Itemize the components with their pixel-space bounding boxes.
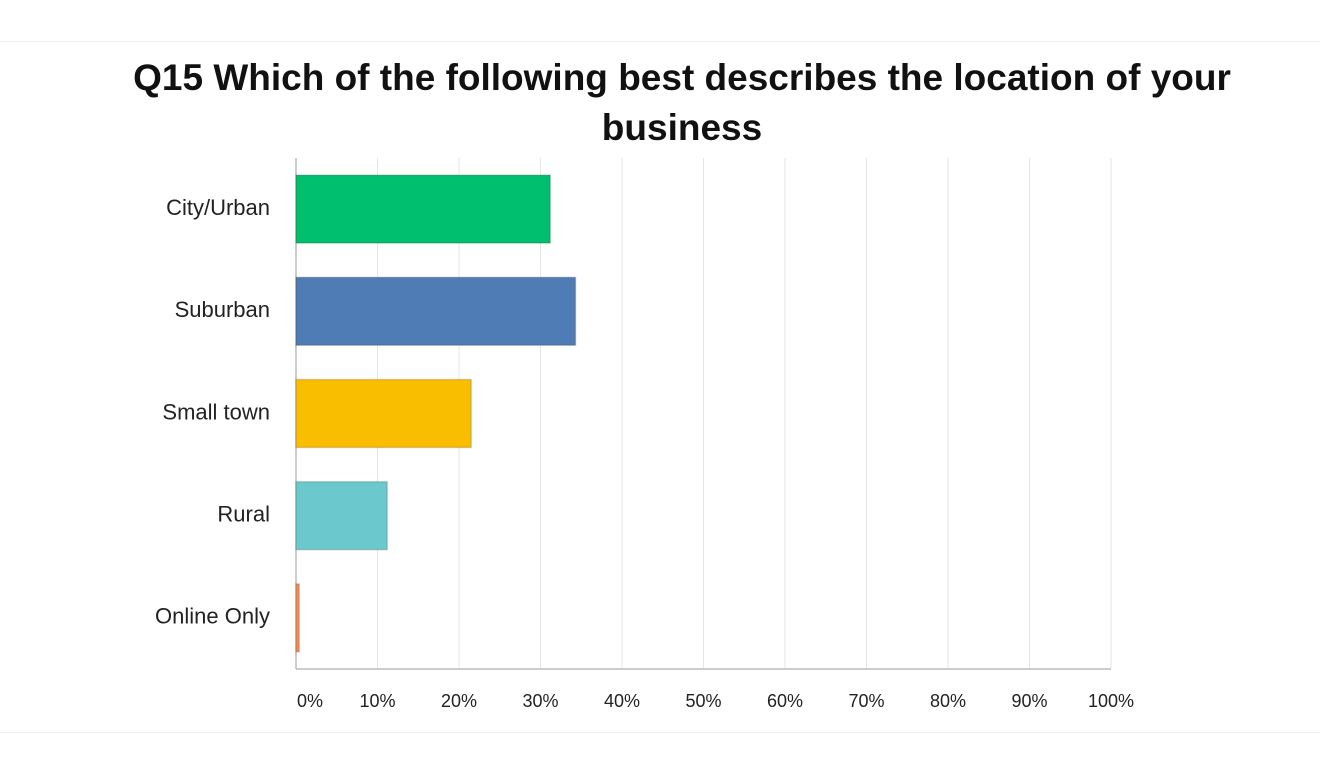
- x-tick-label: 70%: [848, 691, 884, 711]
- x-tick-label: 30%: [522, 691, 558, 711]
- y-tick-label: City/Urban: [166, 195, 270, 220]
- x-tick-label: 50%: [685, 691, 721, 711]
- chart-title: Q15 Which of the following best describe…: [133, 57, 1231, 148]
- bottom-rule: [0, 732, 1320, 733]
- y-tick-label: Online Only: [155, 604, 270, 629]
- bar: [295, 276, 577, 347]
- bar: [295, 480, 389, 551]
- x-tick-label: 20%: [441, 691, 477, 711]
- x-tick-label: 0%: [297, 691, 323, 711]
- x-tick-label: 10%: [359, 691, 395, 711]
- x-tick-label: 80%: [930, 691, 966, 711]
- x-tick-label: 90%: [1011, 691, 1047, 711]
- bar: [295, 174, 552, 244]
- x-tick-label: 60%: [767, 691, 803, 711]
- bar: [295, 378, 472, 449]
- y-tick-label: Rural: [217, 502, 270, 527]
- bar: [295, 583, 301, 653]
- y-tick-label: Small town: [162, 399, 270, 424]
- top-rule: [0, 41, 1320, 42]
- x-tick-label: 40%: [604, 691, 640, 711]
- x-tick-label: 100%: [1088, 691, 1134, 711]
- y-tick-label: Suburban: [175, 297, 270, 322]
